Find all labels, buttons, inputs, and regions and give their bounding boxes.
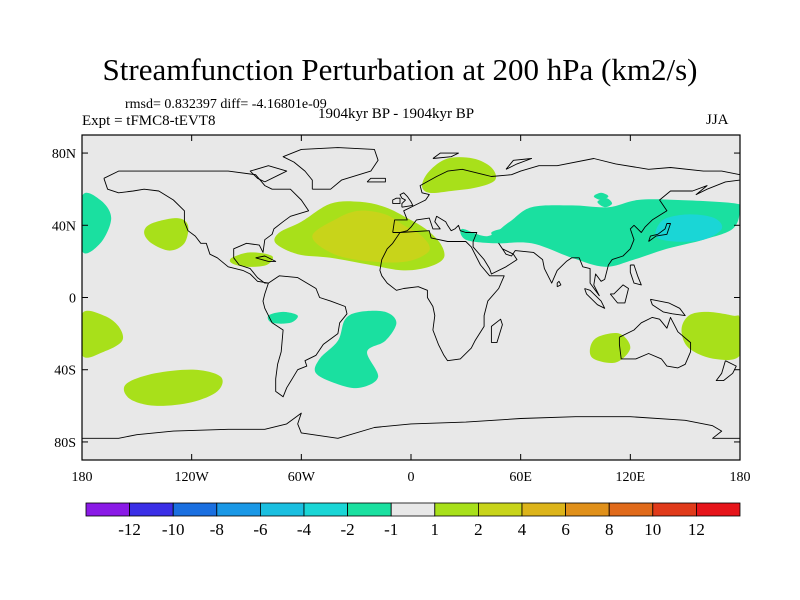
y-tick-label: 40S [54, 364, 76, 379]
coastline-south-america [262, 275, 348, 398]
contour-region-japan-core [655, 214, 723, 242]
coastline-eurasia [392, 158, 740, 297]
colorbar-label: -10 [162, 520, 185, 539]
contour-region-s-indian-ocean [589, 333, 631, 364]
colorbar-swatch [259, 502, 305, 517]
colorbar-label: 12 [688, 520, 705, 539]
colorbar-swatch [477, 502, 523, 517]
x-tick-label: 60W [288, 470, 316, 485]
coastline-greenland [282, 147, 379, 190]
colorbar-label: 1 [431, 520, 440, 539]
coastline-new-guinea [649, 298, 686, 317]
colorbar-swatch [216, 502, 261, 517]
colorbar-swatch [521, 502, 566, 517]
y-tick-label: 40N [52, 219, 76, 234]
colorbar-label: 10 [644, 520, 661, 539]
coastline-antarctica [82, 412, 740, 439]
contour-region-nw-pacific-edge [82, 192, 112, 254]
contour-fill-layer [82, 157, 740, 406]
colorbar-swatch [172, 502, 218, 517]
coastline-philippines [629, 264, 642, 286]
colorbar-swatch [129, 502, 174, 517]
y-tick-label: 0 [69, 292, 76, 307]
colorbar-swatch [390, 502, 436, 517]
period-subtitle: 1904kyr BP - 1904kyr BP [318, 106, 475, 122]
coastline-japan [648, 223, 671, 242]
contour-region-sw-asia-spot [593, 192, 609, 200]
map-title: Streamfunction Perturbation at 200 hPa (… [102, 52, 698, 87]
coastline-madagascar [490, 318, 503, 344]
colorbar-swatch [608, 502, 654, 517]
contour-region-australia [681, 311, 740, 361]
contour-region-s-atlantic-indian [314, 310, 397, 389]
x-tick-label: 120E [616, 470, 646, 485]
contour-region-africa-ne-spot [491, 228, 514, 240]
x-tick-label: 120W [175, 470, 210, 485]
colorbar-label: -4 [297, 520, 312, 539]
contour-region-gulf-strip [229, 252, 273, 267]
coastline-africa [379, 230, 505, 362]
season-subtitle: JJA [706, 112, 729, 128]
colorbar-label: -6 [253, 520, 267, 539]
colorbar-swatch [85, 502, 130, 517]
colorbar-label: 8 [605, 520, 614, 539]
contour-region-scandinavia [422, 157, 497, 194]
colorbar: -12 -10 -8 -6 -4 -2 -1 1 2 4 6 8 10 12 [85, 502, 741, 539]
colorbar-label: -1 [384, 520, 398, 539]
coastline-baffin-island [249, 165, 288, 183]
contour-region-central-asia-spot [597, 198, 613, 208]
colorbar-swatch [652, 502, 697, 517]
colorbar-label: 6 [561, 520, 570, 539]
coastline-novaya-zemlya [505, 158, 533, 170]
colorbar-swatch [565, 502, 610, 517]
coastline-iceland [366, 177, 386, 183]
colorbar-swatch [434, 502, 479, 517]
coastline-svalbard [432, 152, 459, 159]
coastline-british-isles [399, 192, 414, 208]
colorbar-label: 4 [518, 520, 527, 539]
axis-ticks: 180 120W 60W 0 60E 120E 180 80N 40N 0 40S 80S [52, 135, 751, 485]
colorbar-label: 2 [474, 520, 483, 539]
coastline-borneo [609, 284, 629, 304]
coastline-new-zealand [715, 360, 737, 382]
contour-region-brazil-spot [267, 311, 298, 324]
colorbar-swatch [347, 502, 392, 517]
rmsd-subtitle: rmsd= 0.832397 diff= -4.16801e-09 [125, 97, 327, 112]
x-tick-label: 60E [509, 470, 532, 485]
coastline-sri-lanka [556, 280, 562, 288]
colorbar-swatch [303, 502, 348, 517]
map-background [82, 135, 740, 460]
coastline-layer [82, 147, 740, 439]
y-tick-label: 80S [54, 436, 76, 451]
x-tick-label: 180 [72, 470, 93, 485]
contour-region-se-pacific [123, 369, 223, 406]
coastline-ireland [392, 197, 401, 205]
contour-region-n-atlantic-core [312, 210, 430, 263]
colorbar-label: -8 [210, 520, 224, 539]
contour-region-sw-pacific-edge [82, 310, 124, 358]
x-tick-label: 0 [408, 470, 415, 485]
coastline-australia [618, 316, 692, 369]
coastline-cuba [255, 255, 277, 262]
contour-region-ne-pacific [144, 218, 189, 251]
colorbar-label: -2 [341, 520, 355, 539]
colorbar-label: -12 [118, 520, 141, 539]
contour-region-asia-band [460, 199, 740, 267]
coastline-sumatra [584, 288, 606, 309]
colorbar-swatch [696, 502, 741, 517]
experiment-subtitle: Expt = tFMC8-tEVT8 [82, 113, 216, 129]
x-tick-label: 180 [730, 470, 751, 485]
coastline-north-america [103, 170, 310, 284]
y-tick-label: 80N [52, 147, 76, 162]
